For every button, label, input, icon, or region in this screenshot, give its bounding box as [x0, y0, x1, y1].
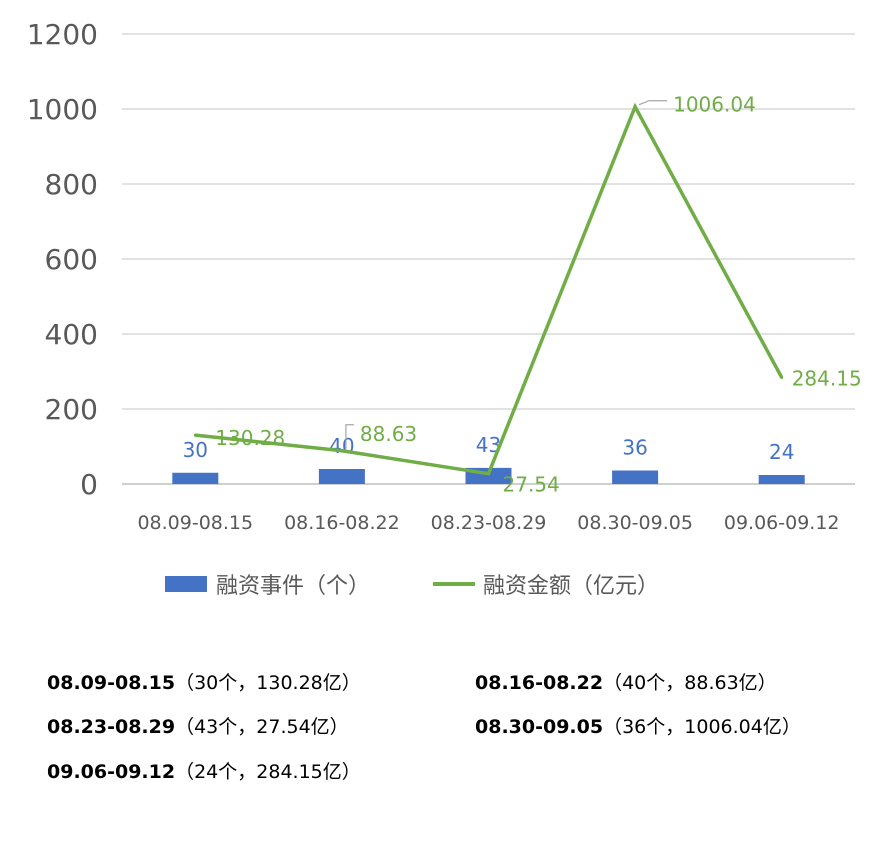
line-series: 130.28 88.63 27.54 1006.04 284.15: [193, 93, 862, 497]
line-data-label: 88.63: [360, 422, 417, 446]
bar: [318, 469, 365, 484]
line-point: [780, 375, 784, 379]
summary-detail: （40个，88.63亿）: [603, 672, 777, 694]
summary-item: 08.23-08.29（43个，27.54亿）: [47, 712, 349, 739]
line-point: [487, 472, 490, 476]
bar-data-label: 36: [622, 436, 647, 460]
summary-period: 08.16-08.22: [475, 672, 604, 694]
bar: [758, 475, 805, 484]
y-tick-label: 800: [45, 168, 98, 201]
bar-data-label: 30: [183, 438, 208, 462]
summary-detail: （24个，284.15亿）: [175, 761, 361, 783]
legend-line-label: 融资金额（亿元）: [483, 574, 659, 599]
summary-detail: （43个，27.54亿）: [175, 716, 349, 738]
y-tick-label: 1000: [27, 93, 98, 126]
summary-item: 08.16-08.22（40个，88.63亿）: [475, 668, 777, 695]
summary-item: 08.30-09.05（36个，1006.04亿）: [475, 712, 801, 739]
bar: [612, 470, 659, 484]
y-tick-label: 0: [80, 468, 98, 501]
bar-data-label: 40: [329, 434, 354, 458]
summary-item: 09.06-09.12（24个，284.15亿）: [47, 757, 361, 784]
legend-bar-swatch: [165, 576, 207, 592]
x-tick-label: 08.09-08.15: [137, 512, 253, 534]
y-tick-label: 1200: [27, 18, 98, 51]
legend: 融资事件（个） 融资金额（亿元）: [165, 574, 659, 599]
line-data-label: 130.28: [215, 426, 285, 450]
line-data-label: 284.15: [792, 366, 862, 390]
summary-period: 09.06-09.12: [47, 761, 176, 783]
x-tick-label: 08.16-08.22: [284, 512, 400, 534]
line-data-label: 1006.04: [673, 93, 756, 117]
x-axis: 08.09-08.15 08.16-08.22 08.23-08.29 08.30-0…: [137, 512, 839, 534]
line-point: [633, 105, 637, 109]
legend-bar-label: 融资事件（个）: [216, 574, 370, 599]
leader-line: [345, 424, 354, 449]
summary-period: 08.09-08.15: [47, 672, 176, 694]
line-point: [340, 449, 344, 453]
y-tick-label: 600: [45, 243, 98, 276]
x-tick-label: 09.06-09.12: [724, 512, 840, 534]
bar-data-label: 24: [769, 440, 794, 464]
y-axis: 0 200 400 600 800 1000 1200: [27, 18, 98, 501]
summary-item: 08.09-08.15（30个，130.28亿）: [47, 668, 361, 695]
bar-series: 30 40 43 36 24: [172, 433, 805, 484]
x-tick-label: 08.23-08.29: [431, 512, 547, 534]
gridlines: [122, 33, 855, 485]
line-data-label: 27.54: [503, 473, 560, 497]
summary-period: 08.23-08.29: [47, 716, 176, 738]
line-point: [193, 433, 197, 437]
summary-detail: （30个，130.28亿）: [175, 672, 361, 694]
bar: [172, 472, 219, 484]
y-tick-label: 200: [45, 393, 98, 426]
summary-detail: （36个，1006.04亿）: [603, 716, 801, 738]
y-tick-label: 400: [45, 318, 98, 351]
leader-line: [638, 100, 668, 106]
x-tick-label: 08.30-09.05: [577, 512, 693, 534]
summary-period: 08.30-09.05: [475, 716, 604, 738]
line-path: [195, 102, 784, 476]
